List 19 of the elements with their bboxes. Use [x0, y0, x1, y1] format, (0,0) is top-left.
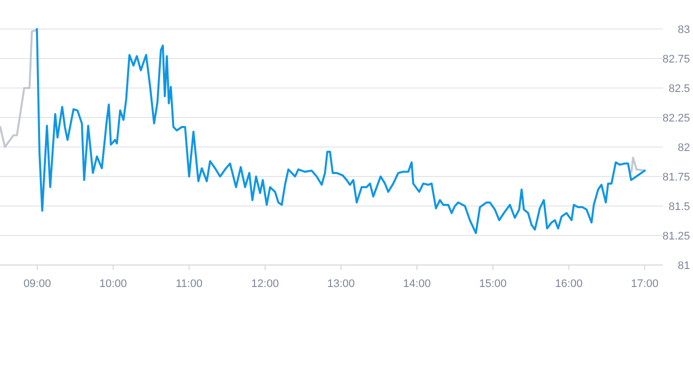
- y-tick-label: 81: [678, 260, 690, 272]
- x-tick-label: 14:00: [403, 278, 431, 290]
- line-series: [36, 28, 646, 234]
- x-tick-label: 12:00: [251, 278, 279, 290]
- y-tick-label: 82: [678, 142, 690, 154]
- y-tick-label: 81.5: [668, 201, 690, 213]
- y-tick-label: 82.25: [662, 112, 690, 124]
- y-tick-label: 82.75: [662, 54, 690, 66]
- x-tick-label: 16:00: [555, 278, 583, 290]
- y-tick-label: 81.25: [662, 230, 690, 242]
- x-tick-label: 13:00: [327, 278, 355, 290]
- x-tick-label: 10:00: [99, 278, 127, 290]
- x-tick-label: 15:00: [479, 278, 507, 290]
- x-tick-label: 17:00: [631, 278, 659, 290]
- x-tick-label: 11:00: [176, 278, 202, 290]
- x-tick-label: 09:00: [23, 278, 51, 290]
- y-tick-label: 81.75: [662, 172, 690, 184]
- y-tick-label: 83: [678, 24, 690, 36]
- y-tick-label: 82.5: [668, 83, 690, 95]
